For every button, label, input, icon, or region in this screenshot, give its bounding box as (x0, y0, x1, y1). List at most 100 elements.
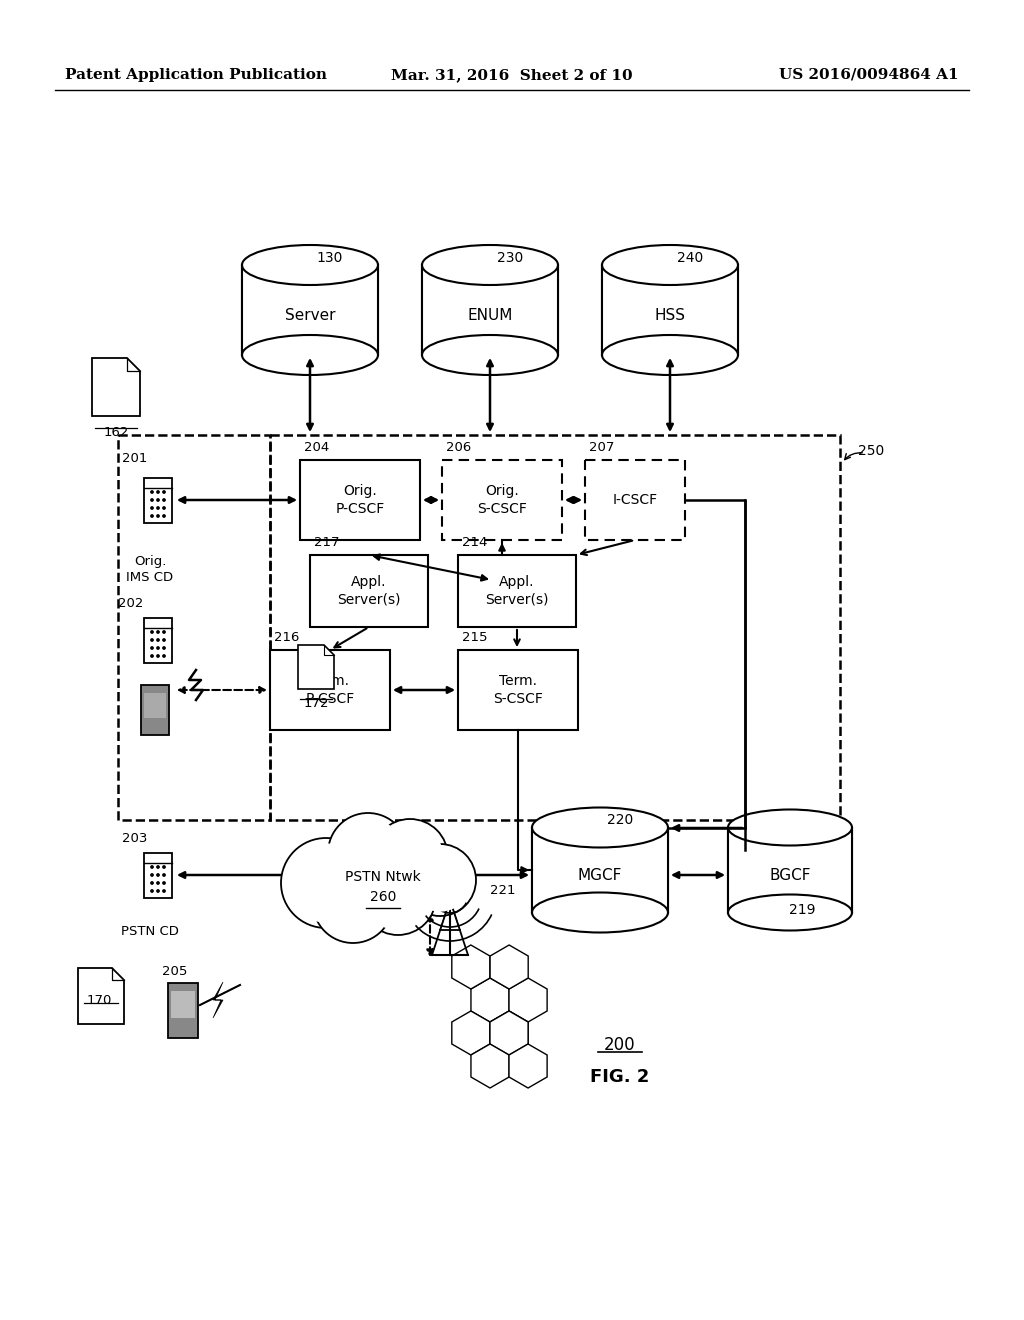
Text: 205: 205 (163, 965, 187, 978)
Circle shape (151, 507, 154, 510)
Circle shape (163, 507, 166, 510)
Ellipse shape (242, 246, 378, 285)
Text: 250: 250 (858, 444, 885, 458)
Circle shape (331, 838, 415, 921)
Circle shape (151, 631, 154, 634)
Circle shape (151, 639, 154, 642)
Text: Orig.
IMS CD: Orig. IMS CD (126, 554, 173, 583)
Text: Patent Application Publication: Patent Application Publication (65, 69, 327, 82)
Polygon shape (471, 1044, 509, 1088)
Bar (270, 436, 840, 820)
Polygon shape (92, 358, 140, 416)
Text: 216: 216 (274, 631, 299, 644)
Text: Term.
P-CSCF: Term. P-CSCF (305, 675, 354, 706)
Polygon shape (78, 968, 124, 1024)
Text: 130: 130 (316, 251, 343, 265)
Text: 220: 220 (607, 813, 633, 828)
Text: 162: 162 (103, 426, 129, 440)
Bar (728, 828, 852, 912)
Polygon shape (452, 1011, 489, 1055)
Text: US 2016/0094864 A1: US 2016/0094864 A1 (779, 69, 959, 82)
Circle shape (317, 867, 388, 939)
Bar (422, 265, 558, 355)
Circle shape (336, 843, 410, 917)
Circle shape (157, 866, 160, 869)
Circle shape (328, 813, 408, 894)
Bar (242, 265, 378, 355)
Circle shape (409, 849, 472, 912)
Bar (144, 693, 166, 718)
Bar (458, 649, 578, 730)
Bar (144, 478, 172, 523)
Circle shape (151, 647, 154, 649)
Ellipse shape (728, 895, 852, 931)
Polygon shape (489, 1011, 528, 1055)
Circle shape (151, 882, 154, 884)
Circle shape (151, 491, 154, 494)
Circle shape (163, 890, 166, 892)
Circle shape (163, 647, 166, 649)
Circle shape (404, 843, 476, 916)
Circle shape (157, 507, 160, 510)
Ellipse shape (532, 892, 668, 932)
Circle shape (157, 655, 160, 657)
Text: 206: 206 (446, 441, 471, 454)
Text: 202: 202 (118, 597, 143, 610)
Polygon shape (213, 982, 223, 1018)
Circle shape (151, 515, 154, 517)
Text: 230: 230 (497, 251, 523, 265)
Bar (118, 436, 270, 820)
Circle shape (287, 843, 366, 923)
Polygon shape (490, 1011, 528, 1055)
Polygon shape (298, 645, 334, 689)
Polygon shape (471, 978, 509, 1022)
Ellipse shape (728, 809, 852, 846)
Bar (171, 991, 195, 1018)
Circle shape (157, 631, 160, 634)
Circle shape (157, 882, 160, 884)
Text: 215: 215 (462, 631, 487, 644)
Ellipse shape (602, 246, 738, 285)
Bar (310, 554, 428, 627)
Text: PSTN Ntwk: PSTN Ntwk (345, 870, 421, 884)
Ellipse shape (242, 335, 378, 375)
Bar (270, 649, 390, 730)
Circle shape (157, 499, 160, 502)
Circle shape (163, 655, 166, 657)
Circle shape (151, 874, 154, 876)
Circle shape (313, 863, 393, 942)
Text: ENUM: ENUM (467, 308, 513, 322)
Text: I-CSCF: I-CSCF (612, 492, 657, 507)
Text: 170: 170 (86, 994, 112, 1007)
Text: 240: 240 (677, 251, 703, 265)
Text: MGCF: MGCF (578, 867, 623, 883)
Bar (144, 853, 172, 898)
Circle shape (157, 639, 160, 642)
Text: FIG. 2: FIG. 2 (590, 1068, 649, 1086)
Text: 217: 217 (314, 536, 340, 549)
Text: BGCF: BGCF (769, 867, 811, 883)
Ellipse shape (422, 246, 558, 285)
Circle shape (157, 647, 160, 649)
Circle shape (157, 491, 160, 494)
Text: 201: 201 (122, 451, 147, 465)
Bar (585, 459, 685, 540)
Bar (300, 459, 420, 540)
Polygon shape (509, 1044, 547, 1088)
Text: HSS: HSS (654, 308, 685, 322)
Circle shape (333, 818, 403, 888)
Bar (602, 265, 738, 355)
Circle shape (163, 866, 166, 869)
Bar (442, 459, 562, 540)
Polygon shape (509, 978, 547, 1022)
Text: Appl.
Server(s): Appl. Server(s) (337, 576, 400, 607)
Ellipse shape (532, 808, 668, 847)
Circle shape (377, 824, 443, 891)
Circle shape (151, 655, 154, 657)
Circle shape (365, 863, 431, 931)
Bar (532, 828, 668, 912)
Text: 214: 214 (462, 536, 487, 549)
Circle shape (163, 515, 166, 517)
Bar (458, 554, 575, 627)
Circle shape (163, 499, 166, 502)
